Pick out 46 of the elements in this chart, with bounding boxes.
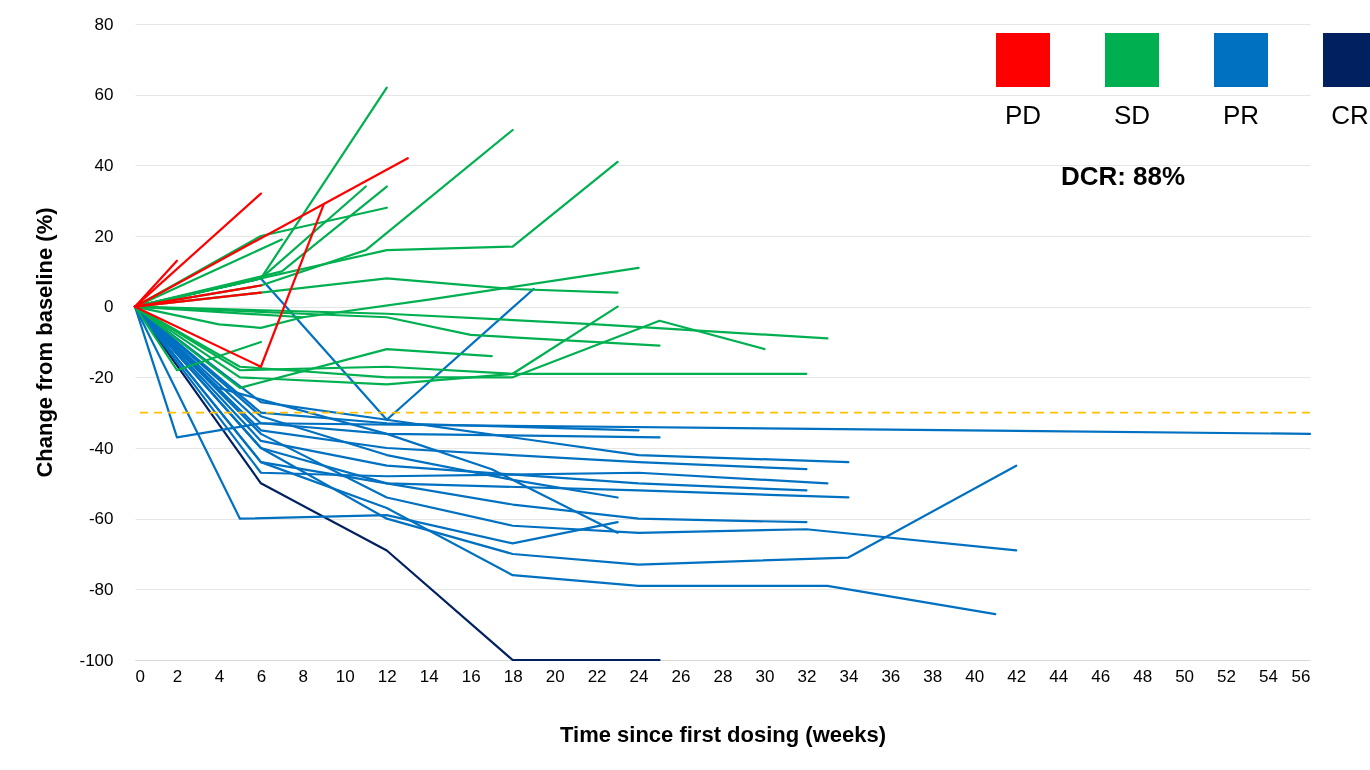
- x-tick-label: 32: [797, 666, 817, 686]
- x-tick-label: 20: [545, 666, 565, 686]
- x-tick-label: 22: [587, 666, 607, 686]
- y-tick-label: -20: [88, 367, 114, 387]
- x-tick-label: 28: [713, 666, 733, 686]
- x-tick-label: 50: [1175, 666, 1195, 686]
- y-tick-label: 0: [104, 297, 114, 317]
- x-axis-title: Time since first dosing (weeks): [559, 721, 887, 747]
- x-tick-label: 36: [881, 666, 901, 686]
- x-tick-label: 44: [1049, 666, 1069, 686]
- x-tick-label: 14: [419, 666, 439, 686]
- x-tick-label: 24: [629, 666, 649, 686]
- y-tick-label: 20: [94, 226, 114, 246]
- legend-label: PR: [1222, 100, 1260, 130]
- y-tick-label: -100: [79, 650, 114, 670]
- legend-label: PD: [1004, 100, 1042, 130]
- y-tick-label: -40: [88, 438, 114, 458]
- x-tick-label: 38: [923, 666, 943, 686]
- x-tick-label: 40: [965, 666, 985, 686]
- y-axis-title: Change from baseline (%): [32, 207, 58, 478]
- y-tick-label: 60: [94, 85, 114, 105]
- x-tick-label: 46: [1091, 666, 1111, 686]
- x-tick-label: 42: [1007, 666, 1027, 686]
- y-tick-label: 40: [94, 155, 114, 175]
- x-tick-label: 54: [1259, 666, 1278, 686]
- x-tick-label: 8: [298, 666, 309, 686]
- x-tick-label: 18: [503, 666, 523, 686]
- legend-label: SD: [1113, 100, 1151, 130]
- y-tick-label: 80: [94, 14, 114, 34]
- x-tick-label: 52: [1217, 666, 1237, 686]
- annotation: DCR: 88%: [1060, 161, 1186, 191]
- x-tick-label: 16: [461, 666, 481, 686]
- y-tick-label: -80: [88, 579, 114, 599]
- y-tick-label: -60: [88, 509, 114, 529]
- x-tick-label: 56: [1291, 666, 1311, 686]
- x-tick-label: 26: [671, 666, 691, 686]
- x-tick-label: 0: [135, 666, 145, 686]
- x-tick-label: 48: [1133, 666, 1153, 686]
- x-tick-label: 2: [172, 666, 183, 686]
- legend-label: CR: [1331, 100, 1369, 130]
- x-tick-label: 6: [256, 666, 267, 686]
- x-tick-label: 30: [755, 666, 775, 686]
- x-tick-label: 12: [377, 666, 397, 686]
- x-tick-label: 10: [335, 666, 355, 686]
- x-tick-label: 34: [839, 666, 859, 686]
- x-tick-label: 4: [214, 666, 225, 686]
